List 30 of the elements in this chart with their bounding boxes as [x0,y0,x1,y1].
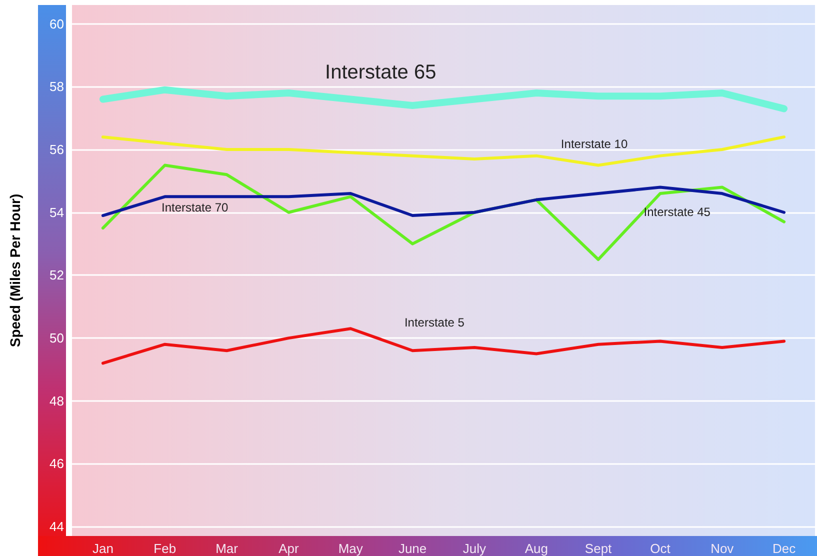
x-tick-label: May [338,541,364,556]
series-label: Interstate 65 [325,61,436,84]
line-series [101,135,786,167]
series-label: Interstate 70 [162,200,229,215]
x-tick-label: Aug [524,541,548,556]
line-series [101,186,786,218]
y-tick-label: 46 [50,456,64,472]
x-tick-label: Jan [92,541,114,556]
y-tick-label: 50 [50,330,64,346]
y-tick-label: 60 [50,16,64,32]
y-tick-label: 54 [50,204,64,220]
y-tick-label: 44 [50,519,64,534]
x-tick-label: July [462,541,487,556]
x-tick-label: Sept [584,541,612,556]
y-tick-label: 52 [50,268,64,283]
y-tick-label: 56 [50,142,64,158]
x-tick-label: Apr [278,541,300,556]
x-tick-label: Dec [772,541,796,556]
line-series [101,327,786,365]
x-tick-label: Mar [216,541,239,556]
x-tick-label: Oct [650,541,671,556]
x-tick-label: Nov [710,541,734,556]
y-tick-label: 58 [50,79,64,94]
series-label: Interstate 5 [404,315,465,330]
y-tick-label: 48 [50,393,64,408]
series-label: Interstate 10 [560,137,628,152]
x-tick-label: Feb [154,541,176,556]
series-label: Interstate 45 [644,205,711,220]
x-tick-label: June [398,541,427,556]
y-axis-title: Speed (Miles Per Hour) [7,194,23,348]
